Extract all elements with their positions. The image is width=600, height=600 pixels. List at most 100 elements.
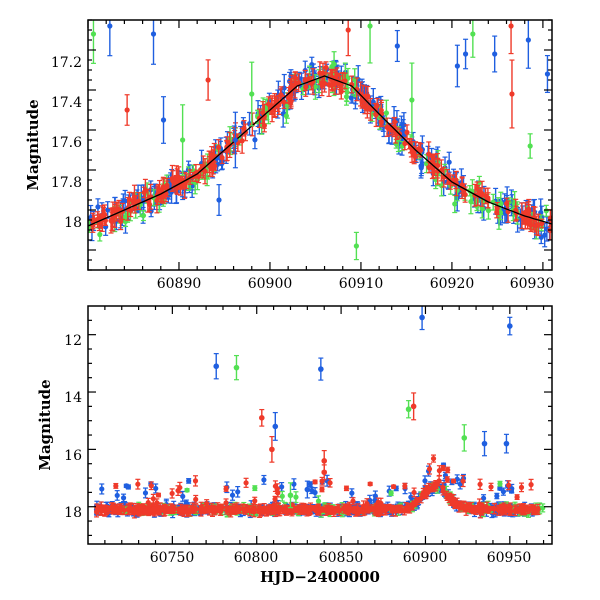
zoom-point-green bbox=[122, 214, 128, 221]
zoom-point-blue bbox=[446, 159, 452, 165]
zoom-ytick-label: 17.8 bbox=[51, 175, 82, 191]
zoom-outlier-point bbox=[160, 117, 167, 123]
zoom-point-red bbox=[100, 213, 107, 219]
full-point-blue bbox=[500, 489, 507, 495]
full-point-blue bbox=[279, 484, 285, 490]
zoom-outlier-point bbox=[216, 197, 222, 203]
zoom-point-red bbox=[373, 112, 379, 118]
zoom-outlier-point bbox=[249, 91, 255, 97]
zoom-point-green bbox=[331, 61, 337, 67]
zoom-outlier-point bbox=[394, 43, 400, 49]
zoom-point-red bbox=[320, 70, 326, 76]
zoom-outlier-point bbox=[180, 137, 186, 143]
full-point-blue bbox=[349, 490, 355, 496]
full-point-blue bbox=[183, 500, 189, 506]
full-point-blue bbox=[120, 495, 127, 501]
zoom-point-red bbox=[118, 218, 124, 224]
zoom-point-green bbox=[97, 231, 103, 238]
full-point-blue bbox=[494, 493, 500, 499]
zoom-point-red bbox=[198, 167, 204, 173]
zoom-point-red bbox=[539, 220, 545, 227]
zoom-outlier-point bbox=[544, 71, 551, 77]
zoom-point-red bbox=[305, 76, 311, 82]
zoom-xtick-label: 60900 bbox=[248, 276, 293, 292]
zoom-point-blue bbox=[281, 85, 287, 91]
zoom-point-red bbox=[170, 178, 176, 184]
zoom-point-red bbox=[402, 140, 408, 147]
zoom-xtick-label: 60920 bbox=[430, 276, 475, 292]
zoom-outlier-point bbox=[232, 137, 238, 143]
full-point-blue bbox=[235, 489, 241, 495]
zoom-point-red bbox=[261, 113, 267, 119]
zoom-outlier-point bbox=[367, 23, 373, 29]
zoom-outlier-point bbox=[525, 37, 531, 43]
zoom-axis-ticks bbox=[87, 19, 552, 271]
zoom-point-red bbox=[444, 174, 451, 180]
zoom-point-red bbox=[256, 115, 263, 121]
zoom-point-red bbox=[411, 152, 417, 158]
full-point-blue bbox=[114, 492, 120, 499]
zoom-point-red bbox=[482, 193, 489, 199]
zoom-point-green bbox=[468, 198, 474, 205]
zoom-outlier-point bbox=[124, 107, 130, 113]
zoom-point-green bbox=[383, 110, 390, 116]
zoom-point-blue bbox=[95, 204, 101, 210]
zoom-point-red bbox=[109, 218, 115, 224]
zoom-point-red bbox=[285, 95, 292, 101]
zoom-point-red bbox=[136, 198, 142, 204]
zoom-outlier-point bbox=[90, 31, 97, 37]
zoom-outlier-point bbox=[492, 51, 498, 57]
zoom-outlier-point bbox=[205, 77, 211, 83]
zoom-y-axis-label: Magnitude bbox=[24, 99, 42, 190]
full-point-green bbox=[497, 481, 503, 487]
zoom-point-red bbox=[323, 64, 329, 71]
full-point-blue bbox=[497, 485, 503, 492]
zoom-data-points bbox=[88, 20, 552, 261]
zoom-ytick-label: 17.4 bbox=[51, 95, 82, 111]
zoom-point-green bbox=[543, 208, 549, 214]
zoom-plot-frame bbox=[87, 19, 553, 271]
zoom-point-blue bbox=[542, 232, 548, 238]
zoom-point-red bbox=[494, 209, 500, 215]
full-point-blue bbox=[480, 495, 487, 501]
full-point-blue bbox=[125, 484, 132, 490]
full-point-blue bbox=[372, 493, 378, 499]
zoom-point-red bbox=[384, 124, 390, 130]
light-curve-full-panel: 12 14 16 18 60750 60800 60850 60900 6095… bbox=[36, 305, 553, 586]
zoom-xtick-label: 60890 bbox=[157, 276, 202, 292]
zoom-point-red bbox=[326, 82, 332, 88]
zoom-model-curve bbox=[88, 75, 552, 227]
zoom-outlier-point bbox=[150, 31, 157, 37]
full-point-blue bbox=[229, 492, 236, 498]
full-point-blue bbox=[142, 490, 149, 496]
zoom-outlier-point bbox=[508, 23, 514, 29]
zoom-point-green bbox=[140, 212, 147, 219]
zoom-point-red bbox=[146, 201, 153, 207]
zoom-point-red bbox=[219, 155, 225, 161]
zoom-ytick-label: 18 bbox=[64, 215, 82, 231]
zoom-outlier-point bbox=[454, 63, 460, 69]
full-point-green bbox=[279, 493, 285, 499]
zoom-ytick-label: 17.2 bbox=[51, 55, 82, 71]
full-point-blue bbox=[186, 478, 192, 484]
zoom-ytick-label: 17.6 bbox=[51, 135, 82, 151]
zoom-point-blue bbox=[419, 162, 425, 169]
full-point-green bbox=[315, 498, 322, 504]
zoom-point-red bbox=[114, 206, 120, 212]
zoom-point-green bbox=[312, 84, 319, 90]
zoom-point-red bbox=[404, 129, 410, 135]
zoom-point-green bbox=[452, 201, 458, 207]
full-point-blue bbox=[261, 477, 267, 483]
light-curve-zoom-panel: 17.2 17.4 17.6 17.8 18 60890 60900 60910… bbox=[24, 19, 554, 292]
zoom-point-red bbox=[365, 93, 371, 99]
zoom-point-green bbox=[485, 207, 492, 214]
zoom-outlier-point bbox=[509, 91, 515, 97]
zoom-point-red bbox=[474, 185, 480, 191]
zoom-point-red bbox=[527, 218, 533, 224]
zoom-point-red bbox=[202, 168, 208, 174]
zoom-point-red bbox=[216, 144, 222, 150]
zoom-outlier-point bbox=[462, 51, 469, 57]
full-point-blue bbox=[180, 493, 186, 499]
zoom-point-red bbox=[418, 147, 424, 153]
zoom-point-red bbox=[334, 72, 340, 78]
